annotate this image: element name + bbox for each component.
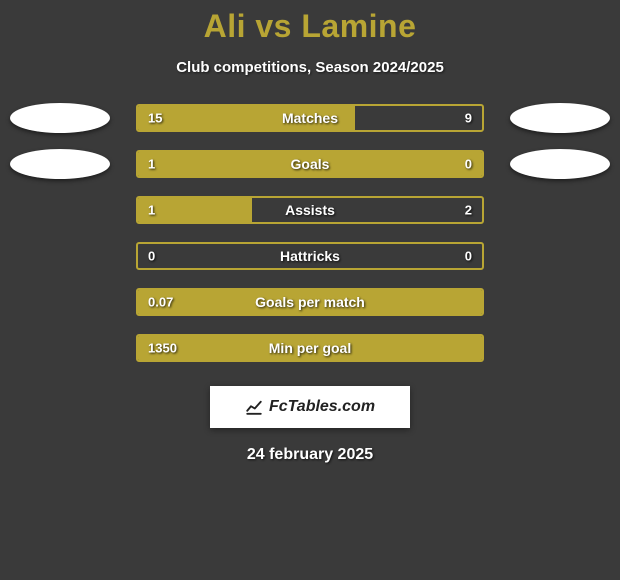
stat-label: Hattricks	[280, 248, 340, 264]
stat-bar: 0.07 Goals per match	[136, 288, 484, 316]
stat-value-right: 0	[465, 249, 472, 264]
stat-bar: 0 Hattricks 0	[136, 242, 484, 270]
brand-text: FcTables.com	[269, 398, 375, 416]
stat-label: Matches	[282, 110, 338, 126]
player-right-avatar	[510, 103, 610, 133]
stat-label: Assists	[285, 202, 335, 218]
player-left-avatar	[10, 103, 110, 133]
bar-fill-left	[138, 152, 399, 176]
stat-bar: 1 Assists 2	[136, 196, 484, 224]
stat-label: Goals per match	[255, 294, 365, 310]
comparison-card: Ali vs Lamine Club competitions, Season …	[0, 0, 620, 580]
player-left-avatar	[10, 149, 110, 179]
stats-rows: 15 Matches 9 1 Goals 0 1 Assists 2 0 Hattricks 0 0.0…	[0, 104, 620, 362]
date-label: 24 february 2025	[247, 446, 373, 464]
stat-row: 1350 Min per goal	[0, 334, 620, 362]
stat-bar: 15 Matches 9	[136, 104, 484, 132]
stat-value-right: 9	[465, 111, 472, 126]
stat-label: Goals	[291, 156, 330, 172]
stat-value-left: 1350	[148, 341, 177, 356]
stat-row: 15 Matches 9	[0, 104, 620, 132]
stat-label: Min per goal	[269, 340, 351, 356]
stat-row: 0.07 Goals per match	[0, 288, 620, 316]
stat-value-left: 0	[148, 249, 155, 264]
stat-row: 1 Goals 0	[0, 150, 620, 178]
stat-value-left: 0.07	[148, 295, 173, 310]
subtitle: Club competitions, Season 2024/2025	[176, 59, 444, 76]
stat-value-right: 0	[465, 157, 472, 172]
stat-bar: 1350 Min per goal	[136, 334, 484, 362]
stat-row: 1 Assists 2	[0, 196, 620, 224]
stat-value-left: 1	[148, 157, 155, 172]
stat-value-left: 15	[148, 111, 162, 126]
player-right-avatar	[510, 149, 610, 179]
stat-value-right: 2	[465, 203, 472, 218]
stat-bar: 1 Goals 0	[136, 150, 484, 178]
brand-badge[interactable]: FcTables.com	[210, 386, 410, 428]
stat-value-left: 1	[148, 203, 155, 218]
stat-row: 0 Hattricks 0	[0, 242, 620, 270]
brand-icon	[245, 398, 263, 416]
page-title: Ali vs Lamine	[204, 8, 417, 45]
